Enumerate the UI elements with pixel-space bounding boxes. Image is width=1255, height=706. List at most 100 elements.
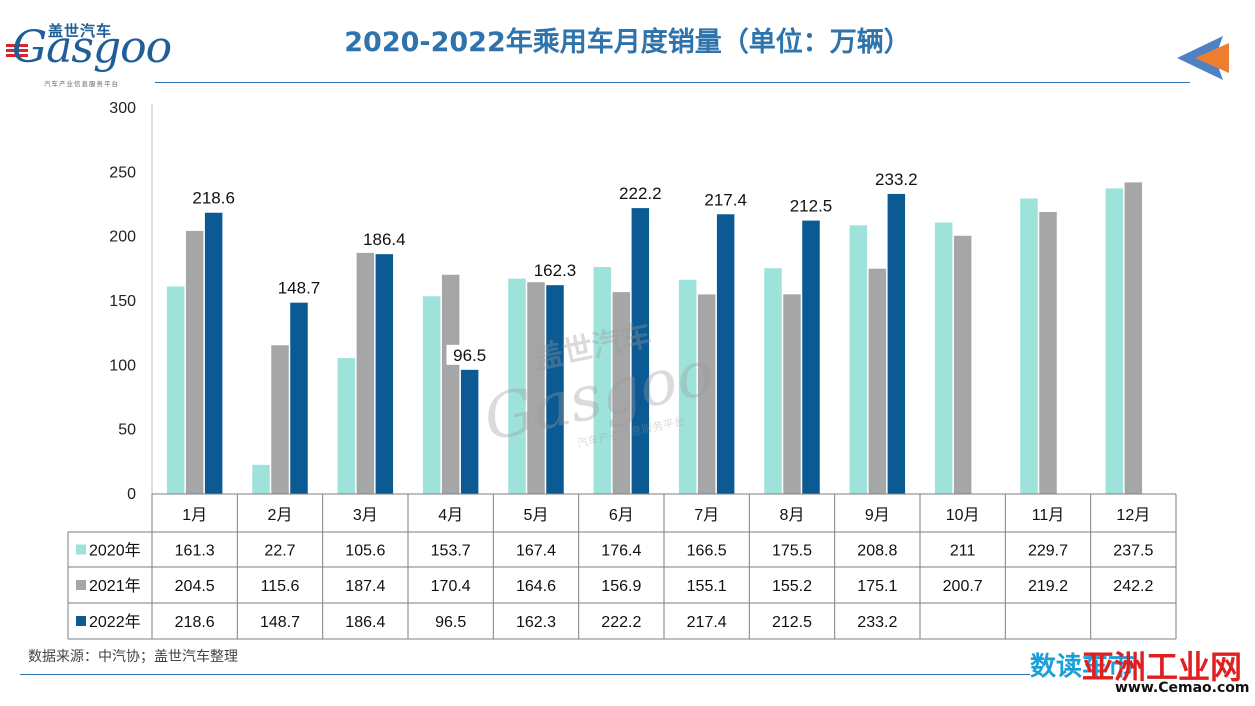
month-label: 7月 [694,507,719,524]
logo-cn: 盖世汽车 [48,22,113,40]
bar-2022年 [802,220,820,495]
table-cell: 175.5 [772,543,812,560]
table-cell: 166.5 [687,543,727,560]
table-cell: 176.4 [601,543,641,560]
data-label: 212.5 [790,197,833,216]
month-label: 12月 [1116,507,1150,524]
watermark-cn: 数读车市 [1030,652,1135,682]
bar-2020年 [252,464,270,494]
bar-2021年 [527,282,545,494]
bar-2020年 [166,286,185,494]
gasgoo-watermark-icon: 盖世汽车 Gasgoo 汽车产业信息服务平台 [477,318,720,455]
table-cell: 237.5 [1113,543,1153,560]
table-cell: 242.2 [1113,578,1153,595]
data-label-bg [612,183,669,204]
table-cell: 233.2 [857,614,897,631]
data-label-bg [783,195,839,216]
data-label-bg [446,344,493,365]
bar-2021年 [953,235,972,495]
table-cell: 212.5 [772,614,812,631]
bar-2021年 [356,252,375,494]
back-arrow-icon[interactable] [1175,33,1235,83]
bar-2022年 [460,369,479,494]
logo-subtitle: 汽车产业信息服务平台 [44,80,119,88]
legend-label: 2020年 [89,542,141,560]
corner-url: www.Cemao.com [1115,680,1250,696]
bar-2020年 [337,358,356,494]
month-label: 2月 [268,507,293,524]
table-cell: 219.2 [1028,578,1068,595]
table-cell: 218.6 [175,614,215,631]
bar-2022年 [290,302,308,494]
month-label: 4月 [438,507,463,524]
bar-2022年 [546,285,564,494]
bars [166,182,1143,495]
bar-2021年 [783,294,801,494]
table-cell: 161.3 [175,543,215,560]
bar-2020年 [1020,198,1038,494]
table-cell: 155.1 [687,578,727,595]
table-cell: 175.1 [857,578,897,595]
bar-2021年 [185,230,204,495]
table-cell: 105.6 [345,543,385,560]
bar-2022年 [887,193,906,494]
y-tick-label: 300 [109,100,136,117]
table-cell: 229.7 [1028,543,1068,560]
source-note: 数据来源：中汽协；盖世汽车整理 [28,649,238,665]
bar-2020年 [508,278,526,494]
table-cell: 187.4 [345,578,385,595]
table-cell: 164.6 [516,578,556,595]
table-cell: 96.5 [435,614,466,631]
y-axis: 0 50 100 150 200 250 300 [109,100,153,503]
table-cell: 155.2 [772,578,812,595]
table-cell: 115.6 [261,578,300,595]
month-label: 6月 [609,507,634,524]
bar-2020年 [764,268,782,494]
month-label: 9月 [865,507,890,524]
table-cell: 211 [950,543,976,560]
title-divider [155,82,1190,83]
corner-brand: 亚洲工业网 [1082,648,1243,686]
data-label: 186.4 [363,230,406,249]
legend-label: 2022年 [89,613,141,631]
bar-2020年 [678,279,697,494]
table-cell: 208.8 [857,543,897,560]
data-label-bg [356,229,413,250]
table-cell: 156.9 [601,578,641,595]
data-label: 217.4 [704,190,747,209]
table-cell: 162.3 [516,614,556,631]
y-tick-label: 0 [127,486,136,503]
y-tick-label: 50 [118,422,136,439]
table-cell: 170.4 [431,578,471,595]
y-tick-label: 250 [109,164,136,181]
data-label-bg [697,189,754,210]
table-cell: 167.4 [516,543,556,560]
bar-2021年 [1039,211,1057,495]
data-table: 1月 2月 3月 4月 5月 6月 7月 8月 9月 10月 11月 12月 2020年 161.3 22.… [67,493,1177,640]
table-cell: 186.4 [345,614,385,631]
month-label: 11月 [1032,507,1065,524]
month-label: 1月 [182,507,207,524]
table-cell: 200.7 [943,578,983,595]
data-label: 218.6 [192,189,235,208]
legend-swatch-2022年 [76,616,86,626]
table-cell: 222.2 [601,614,641,631]
data-label: 148.7 [278,279,321,298]
bottom-divider [20,674,1030,675]
data-label-bg [185,187,242,208]
table-cell: 204.5 [175,578,215,595]
y-tick-label: 100 [109,357,136,374]
bar-2020年 [593,267,612,494]
data-label: 233.2 [875,170,918,189]
y-tick-label: 150 [109,293,136,310]
bar-2020年 [934,222,953,494]
data-label: 222.2 [619,184,662,203]
table-cell: 153.7 [431,543,471,560]
bar-2021年 [441,274,460,494]
data-label: 162.3 [534,261,577,280]
month-label: 3月 [353,507,378,524]
bar-2021年 [868,268,887,494]
month-label: 5月 [524,507,549,524]
month-label: 8月 [780,507,805,524]
